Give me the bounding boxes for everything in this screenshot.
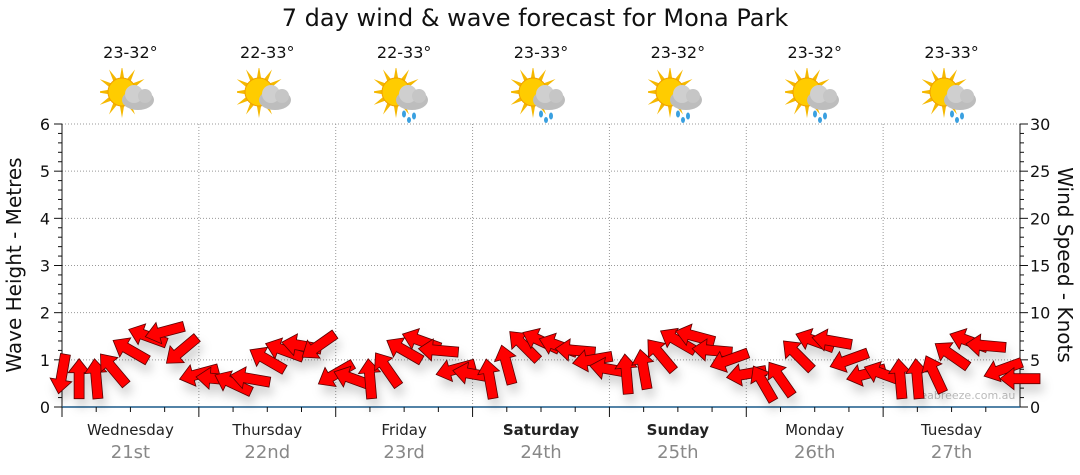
wind-arrow (509, 331, 543, 364)
wind-arrow (49, 352, 73, 395)
day-temperature: 23-32° (650, 43, 706, 62)
y-tick-right: 0 (1030, 398, 1040, 417)
wind-arrow (999, 366, 1041, 391)
wind-arrow (417, 338, 460, 362)
y-tick-right: 10 (1030, 304, 1050, 323)
wind-arrow (100, 353, 131, 389)
wind-arrow (229, 366, 272, 390)
wind-arrow (965, 333, 1007, 357)
day-name: Tuesday (921, 421, 983, 439)
day-name: Sunday (646, 421, 710, 439)
day-date: 22nd (244, 442, 291, 463)
wind-arrow (67, 358, 91, 400)
day-date: 27th (930, 442, 973, 463)
day-name: Monday (785, 421, 845, 439)
sun-cloud-rain-icon (780, 66, 845, 124)
wind-arrow (709, 347, 751, 373)
wind-arrow (165, 333, 201, 364)
y-tick-left: 0 (40, 398, 50, 417)
day-name: Saturday (502, 421, 580, 439)
wind-arrow (647, 339, 678, 375)
wind-arrow (374, 352, 404, 390)
wind-arrow (983, 357, 1024, 383)
wind-arrow (477, 358, 501, 400)
y-tick-right: 15 (1030, 257, 1050, 276)
y-tick-left: 3 (40, 257, 50, 276)
wind-arrow (811, 328, 853, 352)
wind-arrow (750, 365, 779, 404)
day-name: Thursday (232, 421, 303, 439)
day-date: 23rd (383, 442, 425, 463)
sun-cloud-rain-icon (643, 66, 708, 124)
day-temperature: 22-33° (240, 43, 295, 62)
day-temperature: 23-33° (513, 43, 569, 62)
day-name: Friday (381, 421, 427, 439)
y-tick-right: 30 (1030, 115, 1050, 134)
wind-arrow (829, 347, 870, 373)
wind-arrow (921, 355, 948, 395)
y-tick-right: 5 (1030, 351, 1040, 370)
wind-arrow (659, 327, 699, 356)
day-temperature: 23-33° (924, 43, 979, 62)
y-tick-left: 5 (40, 162, 50, 181)
y-tick-left: 6 (40, 115, 50, 134)
wind-arrow (887, 358, 912, 400)
wind-arrow (214, 370, 254, 397)
y-tick-right: 25 (1030, 162, 1050, 181)
day-date: 25th (657, 442, 699, 463)
wind-arrow (301, 329, 339, 359)
day-date: 21st (110, 442, 151, 463)
day-name: Wednesday (87, 421, 174, 439)
y-tick-left: 4 (40, 209, 50, 228)
wind-arrow (264, 337, 306, 363)
wind-arrow (614, 353, 638, 395)
wind-arrow (493, 344, 518, 386)
y-tick-right: 20 (1030, 209, 1050, 228)
sun-cloud-rain-icon (507, 66, 571, 124)
sun-cloud-rain-icon (917, 66, 982, 124)
day-date: 24th (520, 442, 562, 463)
wind-arrow (249, 346, 288, 375)
day-temperature: 23-32° (103, 43, 158, 62)
y-tick-left: 2 (40, 304, 50, 323)
y-tick-left: 1 (40, 351, 50, 370)
wind-arrow (767, 361, 797, 399)
chart-title: 7 day wind & wave forecast for Mona Park (281, 4, 789, 32)
wind-arrow (905, 358, 929, 400)
sun-cloud-rain-icon (370, 66, 434, 124)
wind-arrow (783, 340, 816, 374)
day-date: 26th (794, 442, 836, 463)
day-temperature: 22-33° (376, 43, 432, 62)
wind-arrow (571, 349, 614, 373)
sun-cloud-icon (96, 66, 160, 124)
wind-arrow (934, 342, 972, 372)
wind-arrow (631, 348, 655, 391)
wind-arrow (386, 337, 425, 366)
watermark: seabreeze.com.au (915, 389, 1016, 402)
sun-cloud-icon (233, 66, 297, 124)
wind-arrow (112, 337, 151, 366)
wind-arrow (144, 321, 186, 345)
wind-arrow (691, 338, 733, 362)
day-temperature: 23-32° (787, 43, 842, 62)
